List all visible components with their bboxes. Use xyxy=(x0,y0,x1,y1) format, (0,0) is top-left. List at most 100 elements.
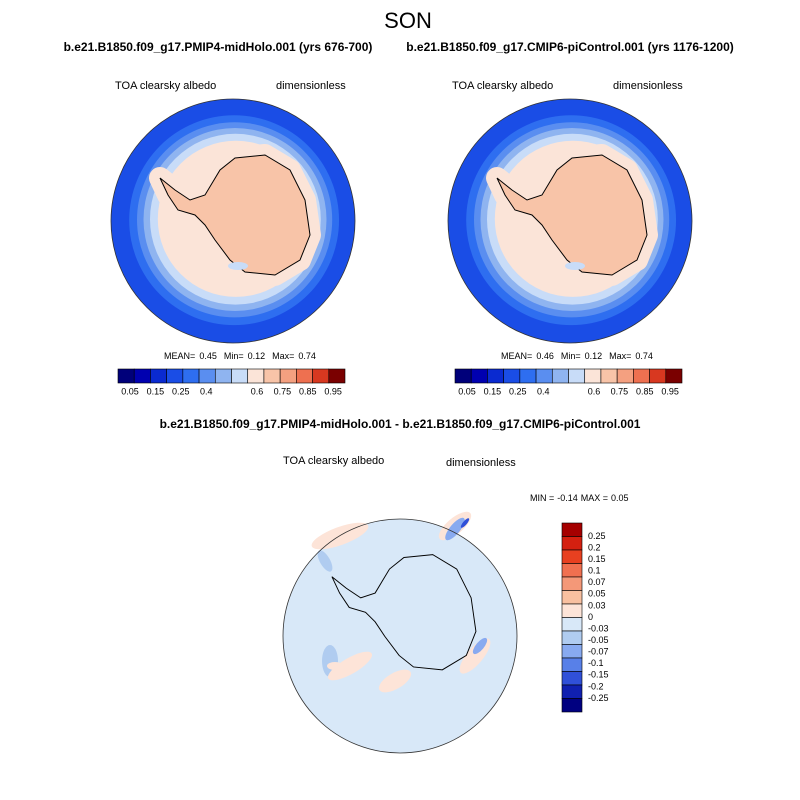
colorbar-label: 0.85 xyxy=(636,386,654,396)
colorbar-box xyxy=(133,368,151,384)
panel-subtitle: b.e21.B1850.f09_g17.PMIP4-midHolo.001 (y… xyxy=(64,40,373,54)
stat-max-label: MAX = xyxy=(581,493,608,503)
colorbar-box xyxy=(247,368,265,384)
colorbar-label: 0.75 xyxy=(274,386,292,396)
anomaly-patch xyxy=(460,518,470,528)
stat-max: 0.05 xyxy=(611,493,629,503)
colorbar-box xyxy=(454,368,472,384)
antarctica xyxy=(331,554,477,671)
variable-label: TOA clearsky albedo xyxy=(452,80,553,92)
anomaly-patch xyxy=(317,550,333,572)
colorbar-box xyxy=(616,368,634,384)
map-outline xyxy=(282,518,518,754)
units-label: dimensionless xyxy=(276,80,346,92)
main-title: SON xyxy=(384,8,432,33)
colorbar-box xyxy=(198,368,216,384)
variable-label: TOA clearsky albedo xyxy=(283,455,384,467)
colorbar-box xyxy=(561,522,583,537)
stat-max: 0.74 xyxy=(298,351,316,361)
colorbar-label: 0.85 xyxy=(299,386,317,396)
colorbar-box xyxy=(470,368,488,384)
colorbar-box xyxy=(561,549,583,564)
anomaly-patch xyxy=(311,522,369,550)
map-outline xyxy=(447,98,693,344)
colorbar-label: 0.15 xyxy=(484,386,502,396)
colorbar-box xyxy=(487,368,504,384)
colorbar-box xyxy=(649,368,667,384)
colorbar-label: 0.95 xyxy=(661,386,679,396)
map-outline xyxy=(110,98,356,344)
colorbar-box xyxy=(551,368,569,384)
colorbar-box xyxy=(561,603,583,618)
colorbar-label: -0.2 xyxy=(588,681,604,691)
colorbar-box xyxy=(561,684,583,699)
colorbar-label: 0.25 xyxy=(588,531,606,541)
stats: MEAN= 0.45 Min= 0.12 Max= 0.74 xyxy=(164,351,316,361)
colorbar-box xyxy=(166,368,184,384)
colorbar-box xyxy=(503,368,521,384)
antarctica xyxy=(486,144,658,286)
colorbar-box xyxy=(584,368,602,384)
map-fill xyxy=(283,519,517,753)
colorbar-box xyxy=(665,368,683,384)
colorbar-box xyxy=(117,368,135,384)
stat-min-label: MIN = xyxy=(530,493,554,503)
colorbar-label: -0.25 xyxy=(588,693,609,703)
colorbar-label: 0.4 xyxy=(200,386,213,396)
continent xyxy=(331,554,477,671)
colorbar-box xyxy=(561,576,583,591)
colorbar-label: 0.15 xyxy=(588,554,606,564)
colorbar-label: -0.03 xyxy=(588,623,609,633)
stat-mean-label: MEAN= xyxy=(164,351,195,361)
colorbar-label: -0.15 xyxy=(588,670,609,680)
colorbar-label: 0.25 xyxy=(509,386,527,396)
colorbar-box xyxy=(561,644,583,659)
colorbar-box xyxy=(568,368,586,384)
colorbar-label: 0.2 xyxy=(588,542,601,552)
stat-mean-label: MEAN= xyxy=(501,351,532,361)
stat-min-label: Min= xyxy=(224,351,244,361)
colorbar-label: 0.03 xyxy=(588,600,606,610)
anomaly-patch xyxy=(378,669,412,693)
anomaly-patch xyxy=(390,571,450,621)
variable-label: TOA clearsky albedo xyxy=(115,80,216,92)
colorbar-label: 0.15 xyxy=(147,386,165,396)
stat-max: 0.74 xyxy=(635,351,653,361)
stat-mean: 0.45 xyxy=(199,351,217,361)
stat-min: 0.12 xyxy=(585,351,603,361)
anomaly-patch xyxy=(327,651,373,681)
colorbar-box xyxy=(312,368,330,384)
units-label: dimensionless xyxy=(446,457,516,469)
units-label: dimensionless xyxy=(613,80,683,92)
colorbar-label: 0.6 xyxy=(251,386,264,396)
colorbar-label: 0.95 xyxy=(324,386,342,396)
stats: MEAN= 0.46 Min= 0.12 Max= 0.74 xyxy=(501,351,653,361)
sea-ice-patch xyxy=(565,262,585,270)
colorbar-box xyxy=(150,368,167,384)
colorbar-label: 0.05 xyxy=(121,386,139,396)
colorbar-label: 0.05 xyxy=(458,386,476,396)
anomaly-patch xyxy=(327,662,343,670)
anomaly-patch xyxy=(472,637,488,655)
colorbar-box xyxy=(600,368,618,384)
colorbar-box xyxy=(296,368,313,384)
colorbar-box xyxy=(561,617,583,632)
colorbar-box xyxy=(328,368,346,384)
colorbar-label: -0.1 xyxy=(588,658,604,668)
stat-max-label: Max= xyxy=(609,351,631,361)
colorbar-box xyxy=(263,368,281,384)
colorbar-label: 0.25 xyxy=(172,386,190,396)
stat-max-label: Max= xyxy=(272,351,294,361)
sea-ice-patch xyxy=(228,262,248,270)
colorbar-box xyxy=(182,368,200,384)
colorbar-box xyxy=(279,368,297,384)
colorbar-box xyxy=(561,671,583,686)
colorbar-label: 0.05 xyxy=(588,589,606,599)
colorbar-label: 0.4 xyxy=(537,386,550,396)
colorbar-box xyxy=(535,368,553,384)
continent xyxy=(159,154,311,276)
colorbar-label: -0.05 xyxy=(588,635,609,645)
colorbar-label: 0.6 xyxy=(588,386,601,396)
stat-min-label: Min= xyxy=(561,351,581,361)
